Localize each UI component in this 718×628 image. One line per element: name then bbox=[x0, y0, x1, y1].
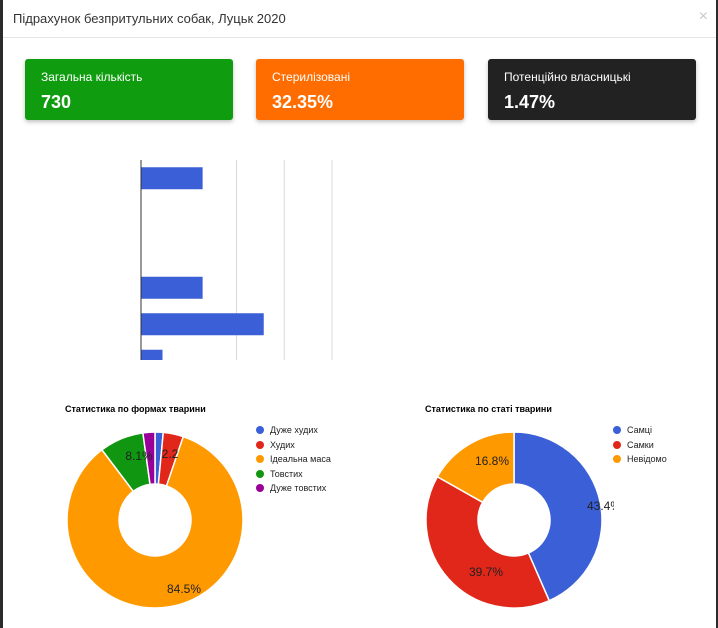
donut-slice bbox=[436, 431, 515, 504]
owned-value: 1.47% bbox=[504, 92, 556, 112]
stats-modal: Підрахунок безпритульних собак, Луцьк 20… bbox=[3, 0, 716, 628]
legend-label: Самки bbox=[627, 439, 654, 450]
bar bbox=[141, 313, 264, 336]
donut-slice bbox=[513, 431, 603, 602]
legend-item: Товстих bbox=[256, 469, 331, 484]
slice-label: 16.8% bbox=[475, 454, 509, 468]
legend-item: Дуже худих bbox=[256, 425, 331, 440]
donut-slice bbox=[66, 435, 244, 609]
slice-label: 39.7% bbox=[469, 565, 503, 579]
legend-label: Товстих bbox=[270, 468, 303, 479]
legend-label: Дуже худих bbox=[270, 425, 318, 435]
legend-label: Худих bbox=[270, 439, 295, 450]
left-edge bbox=[0, 0, 3, 628]
shape-legend: Дуже худих Худих Ідеальна маса Товстих Дуже … bbox=[256, 425, 331, 498]
legend-swatch bbox=[613, 426, 621, 434]
total-count-card: Загальна кількість 730 bbox=[25, 59, 233, 120]
legend-swatch bbox=[256, 455, 264, 463]
legend-item: Самці bbox=[613, 425, 667, 440]
donut-slice bbox=[425, 475, 551, 609]
sex-donut-chart: Статистика по статі тварини 43.4% 39.7% 16.… bbox=[425, 404, 614, 609]
owned-label: Потенційно власницькі bbox=[504, 70, 631, 84]
bar bbox=[141, 167, 203, 190]
shape-donut-chart: Статистика по формах тварини 2.2 84.5% 8.1% bbox=[65, 404, 244, 609]
legend-label: Ідеальна маса bbox=[270, 454, 331, 464]
legend-item: Худих bbox=[256, 440, 331, 455]
legend-label: Дуже товстих bbox=[270, 483, 327, 493]
bar-chart: 05010 bbox=[140, 160, 333, 360]
modal-header: Підрахунок безпритульних собак, Луцьк 20… bbox=[3, 0, 716, 38]
legend-item: Ідеальна маса bbox=[256, 454, 331, 469]
legend-swatch bbox=[256, 484, 264, 492]
sterilized-card: Стерилізовані 32.35% bbox=[256, 59, 464, 120]
bar bbox=[141, 276, 203, 299]
legend-swatch bbox=[613, 455, 621, 463]
legend-label: Самці bbox=[627, 425, 652, 435]
chart-title: Статистика по статі тварини bbox=[425, 404, 552, 414]
legend-item: Дуже товстих bbox=[256, 483, 331, 498]
slice-label: 8.1% bbox=[125, 449, 153, 463]
legend-item: Самки bbox=[613, 440, 667, 455]
slice-label: 43.4% bbox=[587, 499, 614, 513]
right-edge bbox=[716, 0, 718, 628]
total-count-label: Загальна кількість bbox=[41, 70, 143, 84]
sterilized-value: 32.35% bbox=[272, 92, 334, 112]
legend-swatch bbox=[256, 440, 264, 449]
legend-swatch bbox=[256, 469, 264, 478]
legend-label: Невідомо bbox=[627, 454, 667, 464]
slice-label: 84.5% bbox=[167, 582, 201, 596]
owned-card: Потенційно власницькі 1.47% bbox=[488, 59, 696, 120]
legend-item: Невідомо bbox=[613, 454, 667, 469]
donut-slice bbox=[142, 431, 156, 486]
sex-legend: Самці Самки Невідомо bbox=[613, 425, 667, 469]
close-icon[interactable]: × bbox=[698, 8, 708, 25]
total-count-value: 730 bbox=[41, 92, 72, 112]
bar bbox=[141, 349, 163, 360]
modal-title: Підрахунок безпритульних собак, Луцьк 20… bbox=[13, 11, 286, 26]
sterilized-label: Стерилізовані bbox=[272, 70, 350, 84]
slice-label: 2.2 bbox=[162, 447, 179, 461]
legend-swatch bbox=[256, 426, 264, 434]
legend-swatch bbox=[613, 440, 621, 449]
chart-title: Статистика по формах тварини bbox=[65, 404, 206, 414]
